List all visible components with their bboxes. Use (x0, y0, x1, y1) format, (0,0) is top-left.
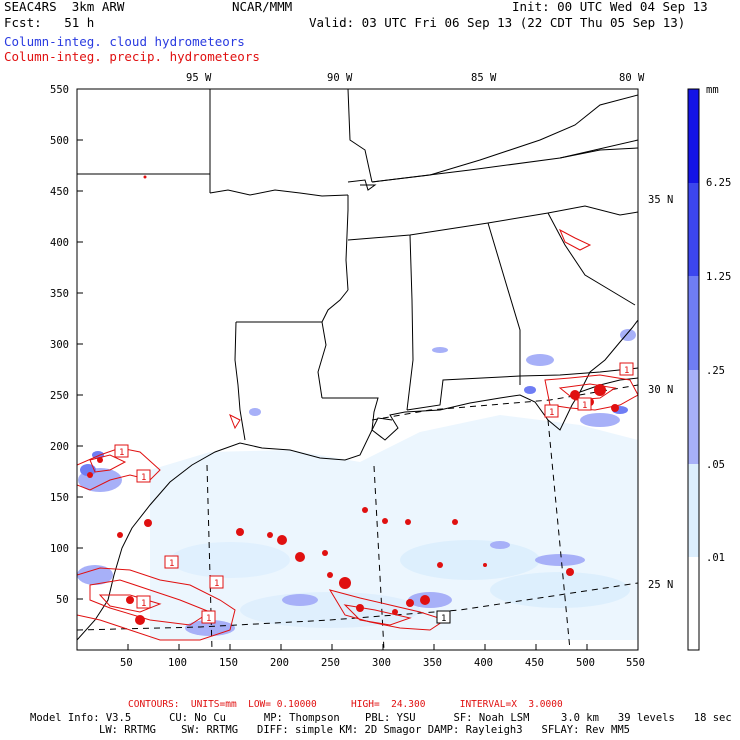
contour-label: 1 (214, 579, 219, 589)
colorbar-label: .01 (706, 552, 725, 564)
y-axis-labels: 550 500 450 400 350 300 250 200 150 100 … (50, 84, 69, 606)
x-tick-label: 50 (120, 657, 133, 669)
y-tick-label: 400 (50, 237, 69, 249)
y-tick-label: 50 (56, 594, 69, 606)
contour-value-labels: 1 1 1 1 1 1 1 1 1 1 (114, 362, 634, 624)
colorbar-segment (688, 276, 699, 370)
y-tick-label: 200 (50, 441, 69, 453)
lon-label: 80 W (619, 72, 645, 84)
latitude-labels: 35 N 30 N 25 N (648, 194, 673, 591)
state-borders (77, 89, 638, 441)
x-tick-label: 500 (576, 657, 595, 669)
lon-label: 95 W (186, 72, 212, 84)
colorbar-segment (688, 464, 699, 557)
contour-label: 1 (141, 473, 146, 483)
init-time: Init: 00 UTC Wed 04 Sep 13 (512, 0, 708, 14)
colorbar-units: mm (706, 84, 719, 96)
colorbar-label: .05 (706, 459, 725, 471)
colorbar-label: 6.25 (706, 177, 731, 189)
contour-label: 1 (441, 614, 446, 624)
contour-label: 1 (141, 599, 146, 609)
model-title: SEAC4RS 3km ARW (4, 0, 125, 14)
y-tick-label: 150 (50, 492, 69, 504)
contour-label: 1 (549, 408, 554, 418)
precip-cells (87, 175, 619, 625)
x-tick-label: 450 (525, 657, 544, 669)
contour-label: 1 (169, 559, 174, 569)
x-tick-label: 100 (168, 657, 187, 669)
x-tick-label: 300 (372, 657, 391, 669)
x-tick-label: 350 (423, 657, 442, 669)
colorbar-segment (688, 557, 699, 650)
contour-label: 1 (206, 614, 211, 624)
legend-precip-hydrometeors: Column-integ. precip. hydrometeors (4, 49, 260, 64)
x-axis-ticks (127, 644, 588, 650)
map-frame (76, 88, 639, 651)
y-tick-label: 300 (50, 339, 69, 351)
longitude-labels: 95 W 90 W 85 W 80 W (186, 72, 645, 84)
y-tick-label: 550 (50, 84, 69, 96)
lon-label: 90 W (327, 72, 353, 84)
y-axis-ticks (77, 139, 83, 600)
precip-contours (77, 228, 638, 641)
contour-label: 1 (582, 401, 587, 411)
model-info-line2: LW: RRTMG SW: RRTMG DIFF: simple KM: 2D … (99, 724, 631, 736)
colorbar-segment (688, 89, 699, 183)
lat-label: 35 N (648, 194, 673, 206)
y-tick-label: 450 (50, 186, 69, 198)
cloud-hydrometeor-field (150, 415, 638, 640)
colorbar-label: .25 (706, 365, 725, 377)
coastline (77, 319, 638, 641)
contour-label: 1 (119, 448, 124, 458)
y-tick-label: 250 (50, 390, 69, 402)
contour-label: 1 (624, 366, 629, 376)
legend-cloud-hydrometeors: Column-integ. cloud hydrometeors (4, 34, 245, 49)
colorbar-label: 1.25 (706, 271, 731, 283)
contour-info: CONTOURS: UNITS=mm LOW= 0.10000 HIGH= 24… (128, 699, 563, 710)
colorbar: mm 6.25 1.25 .25 .05 .01 (687, 84, 731, 651)
valid-time: Valid: 03 UTC Fri 06 Sep 13 (22 CDT Thu … (309, 15, 686, 30)
colorbar-segment (688, 370, 699, 464)
x-tick-label: 150 (219, 657, 238, 669)
lat-label: 25 N (648, 579, 673, 591)
x-tick-label: 550 (626, 657, 645, 669)
y-tick-label: 350 (50, 288, 69, 300)
model-info-line1: Model Info: V3.5 CU: No Cu MP: Thompson … (30, 712, 732, 724)
y-tick-label: 500 (50, 135, 69, 147)
lon-label: 85 W (471, 72, 497, 84)
forecast-hour: Fcst: 51 h (4, 15, 95, 30)
x-tick-label: 400 (474, 657, 493, 669)
y-tick-label: 100 (50, 543, 69, 555)
org-label: NCAR/MMM (232, 0, 293, 14)
colorbar-segment (688, 183, 699, 276)
lat-label: 30 N (648, 384, 673, 396)
x-tick-label: 250 (321, 657, 340, 669)
x-tick-label: 200 (270, 657, 289, 669)
x-axis-labels: 50 100 150 200 250 300 350 400 450 500 5… (120, 657, 645, 669)
